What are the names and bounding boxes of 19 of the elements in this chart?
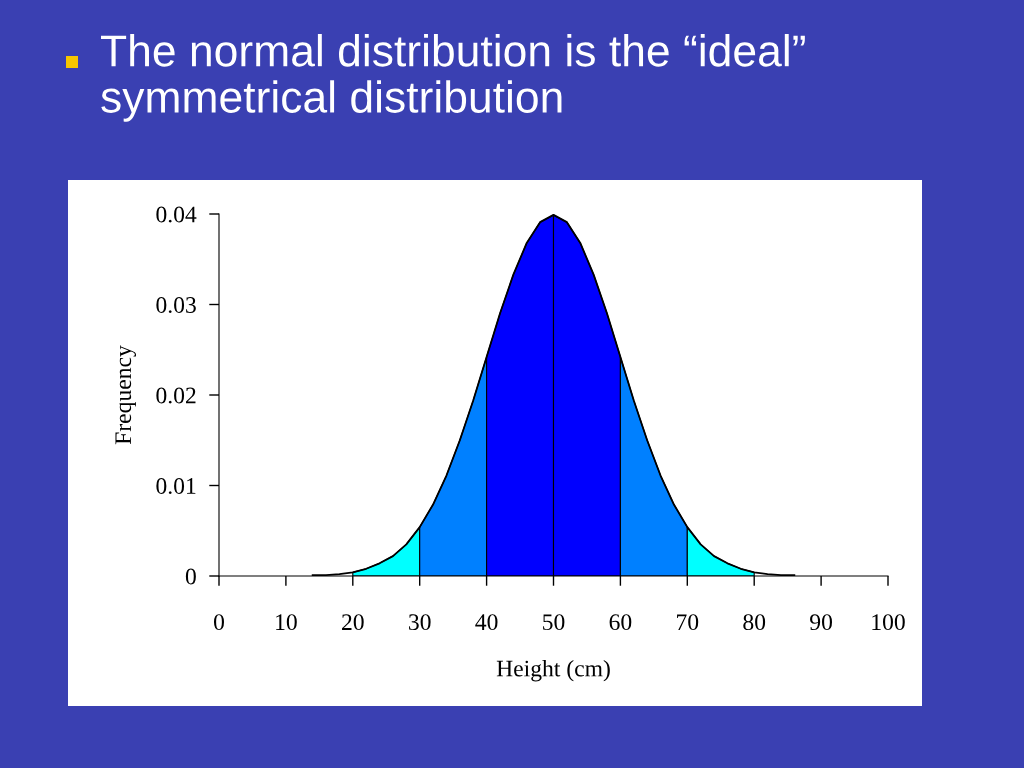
x-tick-label: 50	[543, 614, 565, 631]
x-tick-label: 60	[609, 614, 632, 631]
y-tick-label: 0.04	[156, 206, 197, 223]
x-tick-label: 100	[872, 614, 905, 631]
x-tick-label: 90	[810, 614, 833, 631]
x-tick-label: 20	[342, 614, 364, 631]
x-tick-label: 10	[276, 614, 297, 631]
x-tick-label: 0	[214, 614, 224, 631]
x-tick-label: 70	[677, 614, 699, 631]
x-tick-label: 30	[409, 614, 431, 631]
y-tick-label: 0	[185, 568, 196, 585]
x-tick-label: 80	[743, 614, 766, 631]
y-tick-label: 0.02	[156, 387, 196, 404]
x-axis-title: Height (cm)	[496, 659, 610, 682]
y-tick-label: 0.03	[156, 296, 196, 314]
chart-title: The normal distribution is the “ideal” symmetrical distribution	[101, 34, 805, 122]
x-tick-label: 40	[475, 614, 498, 631]
y-axis-title: Frequency	[115, 345, 137, 445]
y-tick-label: 0.01	[156, 477, 196, 495]
